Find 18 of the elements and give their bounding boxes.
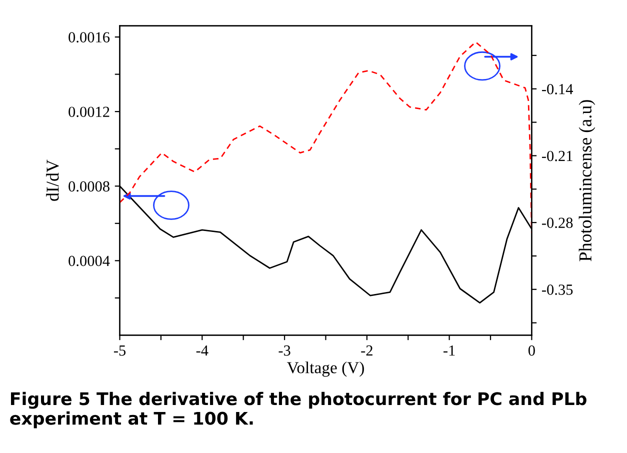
y2-tick-label: -0.28 (542, 218, 573, 228)
y-tick-label: 0.0012 (68, 106, 110, 118)
x-tick-label: -3 (278, 345, 290, 356)
y2-axis-title: Photolumincense (a.u) (578, 100, 596, 262)
x-tick-label: -1 (444, 345, 455, 356)
x-tick-label: -2 (361, 345, 372, 356)
y2-tick-label: -0.21 (542, 150, 572, 162)
y-tick-label: 0.0016 (68, 32, 110, 43)
x-tick-label: -4 (196, 345, 208, 356)
x-tick-label: -5 (114, 346, 126, 356)
caption: Figure 5 The derivative of the photocurrent for PC and PLb experiment at T = 100 K. (10, 392, 586, 428)
y2-tick-label: -0.14 (542, 84, 574, 94)
x-axis-title: Voltage (V) (286, 362, 364, 377)
y2-tick-label: -0.35 (542, 284, 573, 295)
y-axis-title: dI/dV (46, 160, 59, 201)
y-tick-label: 0.0004 (68, 256, 110, 266)
y-tick-label: 0.0008 (68, 181, 110, 192)
x-tick-label: 0 (528, 345, 535, 356)
